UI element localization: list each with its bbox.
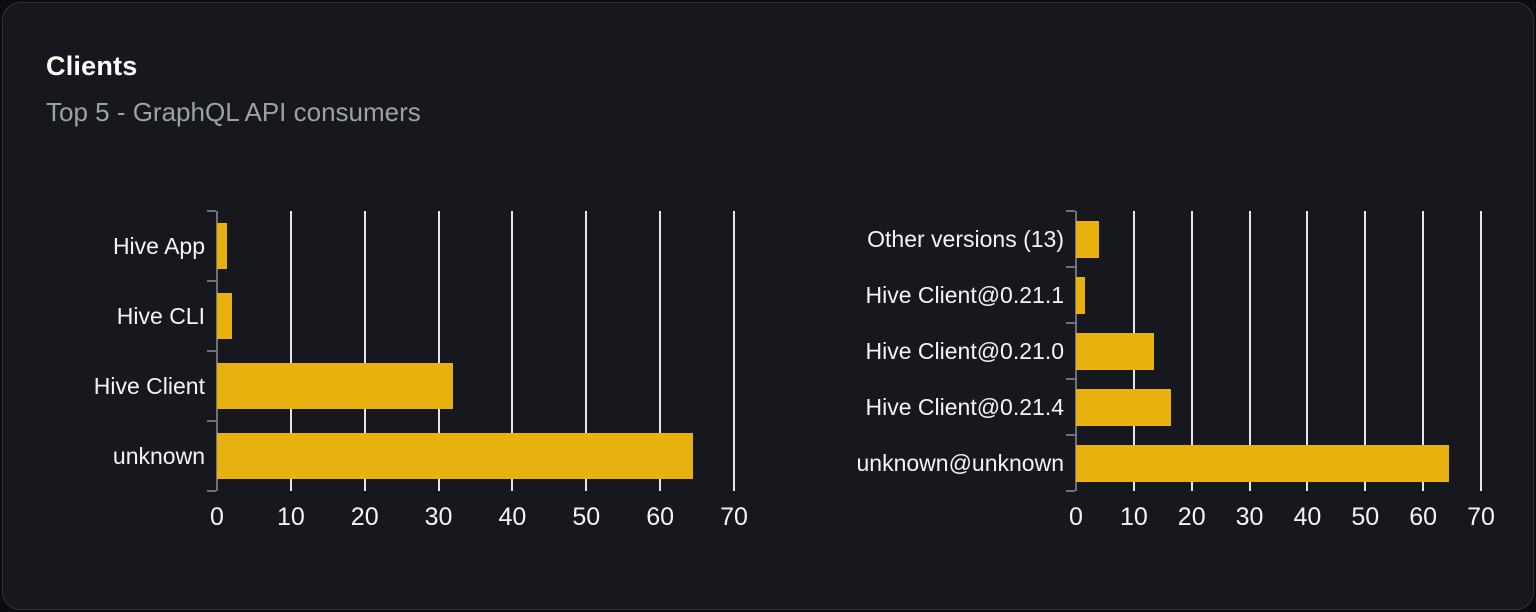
bar <box>1076 388 1172 426</box>
y-axis <box>216 211 218 491</box>
gridline <box>363 211 366 491</box>
category-labels: Hive App Hive CLI Hive Client unknown <box>61 211 205 491</box>
x-tick-label: 60 <box>646 503 675 531</box>
y-axis-tick <box>1066 434 1075 436</box>
gridline <box>1480 211 1482 491</box>
x-tick-label: 40 <box>1293 503 1322 531</box>
y-axis-tick <box>1066 266 1075 268</box>
card-title: Clients <box>46 51 138 81</box>
x-axis-labels: 0 10 20 30 40 50 60 70 <box>1069 503 1495 535</box>
clients-bar-chart: Hive App Hive CLI Hive Client unknown 0 10 20 3… <box>61 210 748 537</box>
bar <box>1076 332 1155 370</box>
x-tick-label: 0 <box>1069 503 1083 531</box>
category-label: Hive App <box>112 232 205 259</box>
x-tick-label: 20 <box>1177 503 1206 531</box>
bar <box>217 293 232 339</box>
category-label: unknown@unknown <box>856 449 1064 476</box>
x-tick-label: 50 <box>1351 503 1380 531</box>
plot-area <box>1066 210 1482 492</box>
y-axis-tick <box>207 420 216 422</box>
bar <box>1076 444 1450 482</box>
x-tick-label: 10 <box>1119 503 1148 531</box>
x-tick-label: 40 <box>498 503 527 531</box>
category-label: Hive Client@0.21.0 <box>865 337 1065 364</box>
category-label: Hive Client <box>93 372 205 399</box>
plot-area <box>207 210 735 492</box>
category-label: unknown <box>112 442 205 469</box>
y-axis-tick <box>207 490 216 492</box>
gridline <box>1422 211 1425 491</box>
gridline <box>437 211 440 491</box>
x-tick-label: 10 <box>276 503 305 531</box>
gridline <box>289 211 292 491</box>
gridline <box>585 211 588 491</box>
x-tick-label: 70 <box>720 503 748 531</box>
bar <box>217 223 227 269</box>
bar <box>217 363 454 409</box>
gridline <box>733 211 735 491</box>
gridline <box>511 211 514 491</box>
y-axis-tick <box>1066 490 1075 492</box>
y-axis-tick <box>207 280 216 282</box>
bar <box>1076 220 1100 258</box>
y-axis-tick <box>1066 322 1075 324</box>
category-label: Other versions (13) <box>867 225 1064 252</box>
x-tick-label: 0 <box>210 503 224 531</box>
y-axis-tick <box>207 210 216 212</box>
category-labels: Other versions (13) Hive Client@0.21.1 Hiv… <box>826 211 1064 491</box>
gridline <box>659 211 662 491</box>
category-label: Hive CLI <box>116 302 205 329</box>
bar <box>217 433 694 479</box>
gridline <box>1248 211 1251 491</box>
gridline <box>1364 211 1367 491</box>
client-versions-bar-chart: Other versions (13) Hive Client@0.21.1 Hiv… <box>826 210 1495 537</box>
x-axis-labels: 0 10 20 30 40 50 60 70 <box>210 503 748 535</box>
category-label: Hive Client@0.21.4 <box>865 393 1065 420</box>
gridline <box>1306 211 1309 491</box>
category-label: Hive Client@0.21.1 <box>865 281 1065 308</box>
y-axis-tick <box>207 350 216 352</box>
gridline <box>1190 211 1193 491</box>
x-tick-label: 50 <box>572 503 601 531</box>
x-tick-label: 30 <box>424 503 453 531</box>
x-tick-label: 70 <box>1467 503 1495 531</box>
bar <box>1076 276 1085 314</box>
y-axis-tick <box>1066 378 1075 380</box>
card-subtitle: Top 5 - GraphQL API consumers <box>46 97 421 127</box>
x-tick-label: 60 <box>1409 503 1438 531</box>
x-tick-label: 20 <box>350 503 379 531</box>
y-axis-tick <box>1066 210 1075 212</box>
x-tick-label: 30 <box>1235 503 1264 531</box>
